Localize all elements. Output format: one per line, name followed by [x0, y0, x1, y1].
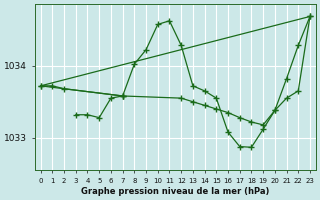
X-axis label: Graphe pression niveau de la mer (hPa): Graphe pression niveau de la mer (hPa) — [81, 187, 269, 196]
